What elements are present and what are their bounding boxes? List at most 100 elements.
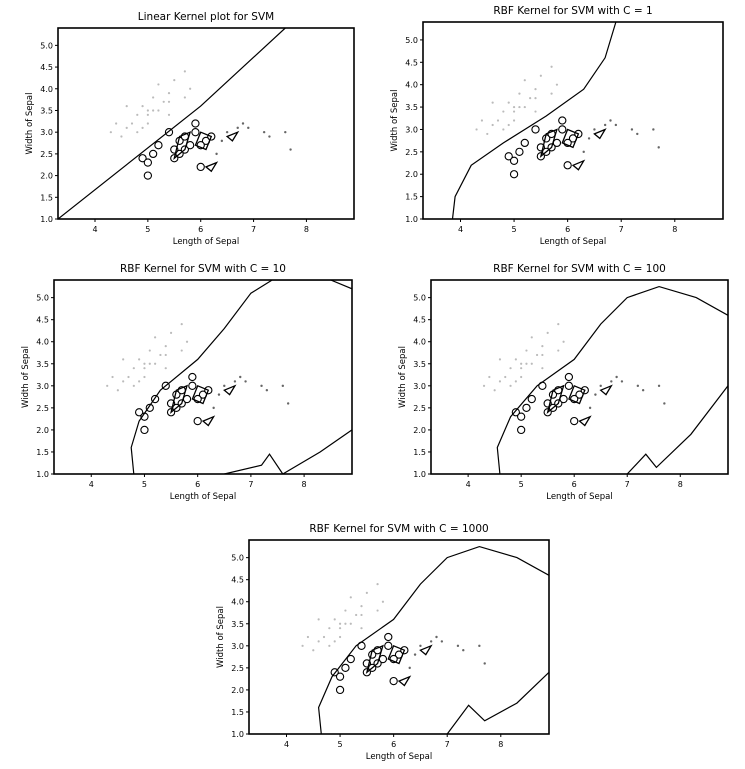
decision-boundary: [317, 545, 549, 734]
data-point: [514, 380, 517, 383]
data-point: [125, 105, 128, 108]
data-point: [191, 128, 200, 137]
data-point: [164, 367, 167, 370]
data-point: [609, 119, 612, 122]
data-point: [268, 135, 271, 138]
y-tick-label: 3.0: [40, 128, 53, 137]
data-point: [507, 123, 510, 127]
data-point: [531, 125, 540, 134]
y-tick-label: 2.0: [413, 426, 426, 435]
x-axis-label: Length of Sepal: [540, 237, 607, 247]
data-point: [191, 119, 200, 128]
data-point: [517, 425, 526, 435]
data-point: [132, 384, 135, 387]
data-point: [498, 358, 502, 361]
data-point: [109, 131, 112, 134]
data-point: [512, 105, 516, 109]
data-point: [148, 349, 151, 352]
data-point: [143, 158, 153, 167]
decision-boundary: [446, 671, 549, 734]
data-point: [515, 147, 524, 156]
data-point: [312, 649, 315, 652]
data-point: [289, 148, 292, 151]
region-outline: [397, 675, 412, 687]
y-tick-label: 2.5: [405, 148, 418, 157]
data-point: [529, 97, 532, 100]
x-tick-label: 7: [248, 480, 253, 489]
plot-area: [58, 28, 292, 219]
data-point: [384, 641, 393, 650]
y-tick-label: 3.5: [405, 103, 418, 112]
data-point: [344, 622, 347, 625]
plot-area: [451, 22, 660, 219]
y-tick-label: 1.0: [405, 215, 418, 224]
data-point: [509, 384, 512, 387]
y-tick-label: 1.0: [36, 470, 49, 479]
data-point: [520, 138, 529, 148]
data-point: [594, 393, 597, 396]
data-point: [111, 375, 114, 379]
decision-boundary: [58, 28, 286, 219]
region-outline: [191, 384, 210, 405]
y-tick-label: 2.5: [413, 404, 426, 413]
data-point: [511, 408, 521, 417]
data-point: [338, 635, 342, 639]
region-outline: [419, 644, 433, 656]
chart-title: RBF Kernel for SVM with C = 10: [120, 263, 286, 275]
y-tick-label: 4.0: [40, 85, 53, 94]
data-point: [217, 393, 221, 396]
x-tick-label: 4: [284, 740, 289, 749]
data-point: [338, 627, 342, 630]
data-point: [502, 110, 505, 113]
x-tick-label: 8: [672, 225, 677, 234]
chart-panel-4: 4 5 6 7 8 1.0 1.5 2.0 2.5 3.0 3.5 4.0 4.5 5.0 RBF Kern…: [398, 263, 729, 502]
data-point: [140, 425, 149, 435]
data-point: [557, 349, 560, 352]
data-point: [220, 139, 224, 143]
y-tick-label: 5.0: [405, 36, 418, 45]
data-point: [546, 331, 549, 335]
data-point: [518, 92, 521, 95]
data-point: [130, 122, 134, 125]
data-point: [509, 156, 519, 165]
data-point: [360, 613, 363, 617]
data-point: [557, 322, 560, 326]
data-point: [215, 152, 218, 156]
region-outline: [225, 130, 240, 142]
data-point: [338, 622, 342, 625]
data-point: [534, 88, 537, 91]
data-point: [518, 105, 521, 109]
x-axis-label: Length of Sepal: [173, 237, 240, 247]
data-point: [344, 609, 347, 612]
chart-title: RBF Kernel for SVM with C = 1: [493, 5, 652, 17]
data-point: [164, 353, 167, 357]
data-point: [525, 349, 528, 352]
data-point: [322, 635, 326, 639]
x-tick-label: 6: [198, 225, 203, 234]
plot-area: [482, 285, 728, 474]
data-point: [225, 130, 229, 134]
plot-frame: [422, 21, 724, 220]
data-point: [136, 131, 139, 134]
y-tick-label: 1.5: [405, 193, 418, 202]
data-point: [122, 380, 125, 383]
data-point: [346, 654, 355, 664]
y-axis-label: Width of Sepal: [390, 90, 400, 152]
data-point: [180, 322, 183, 326]
data-point: [152, 109, 155, 112]
data-point: [328, 627, 331, 630]
y-tick-label: 4.0: [36, 338, 49, 347]
data-point: [482, 384, 486, 387]
data-point: [520, 362, 523, 365]
x-tick-label: 5: [338, 740, 343, 749]
data-point: [143, 375, 146, 379]
data-point: [562, 340, 565, 343]
data-point: [145, 403, 154, 413]
y-tick-label: 3.5: [40, 106, 53, 115]
data-point: [141, 126, 144, 129]
data-point: [663, 402, 666, 405]
data-point: [502, 128, 505, 131]
data-point: [167, 100, 171, 103]
x-tick-label: 7: [251, 225, 256, 234]
data-point: [148, 149, 158, 159]
